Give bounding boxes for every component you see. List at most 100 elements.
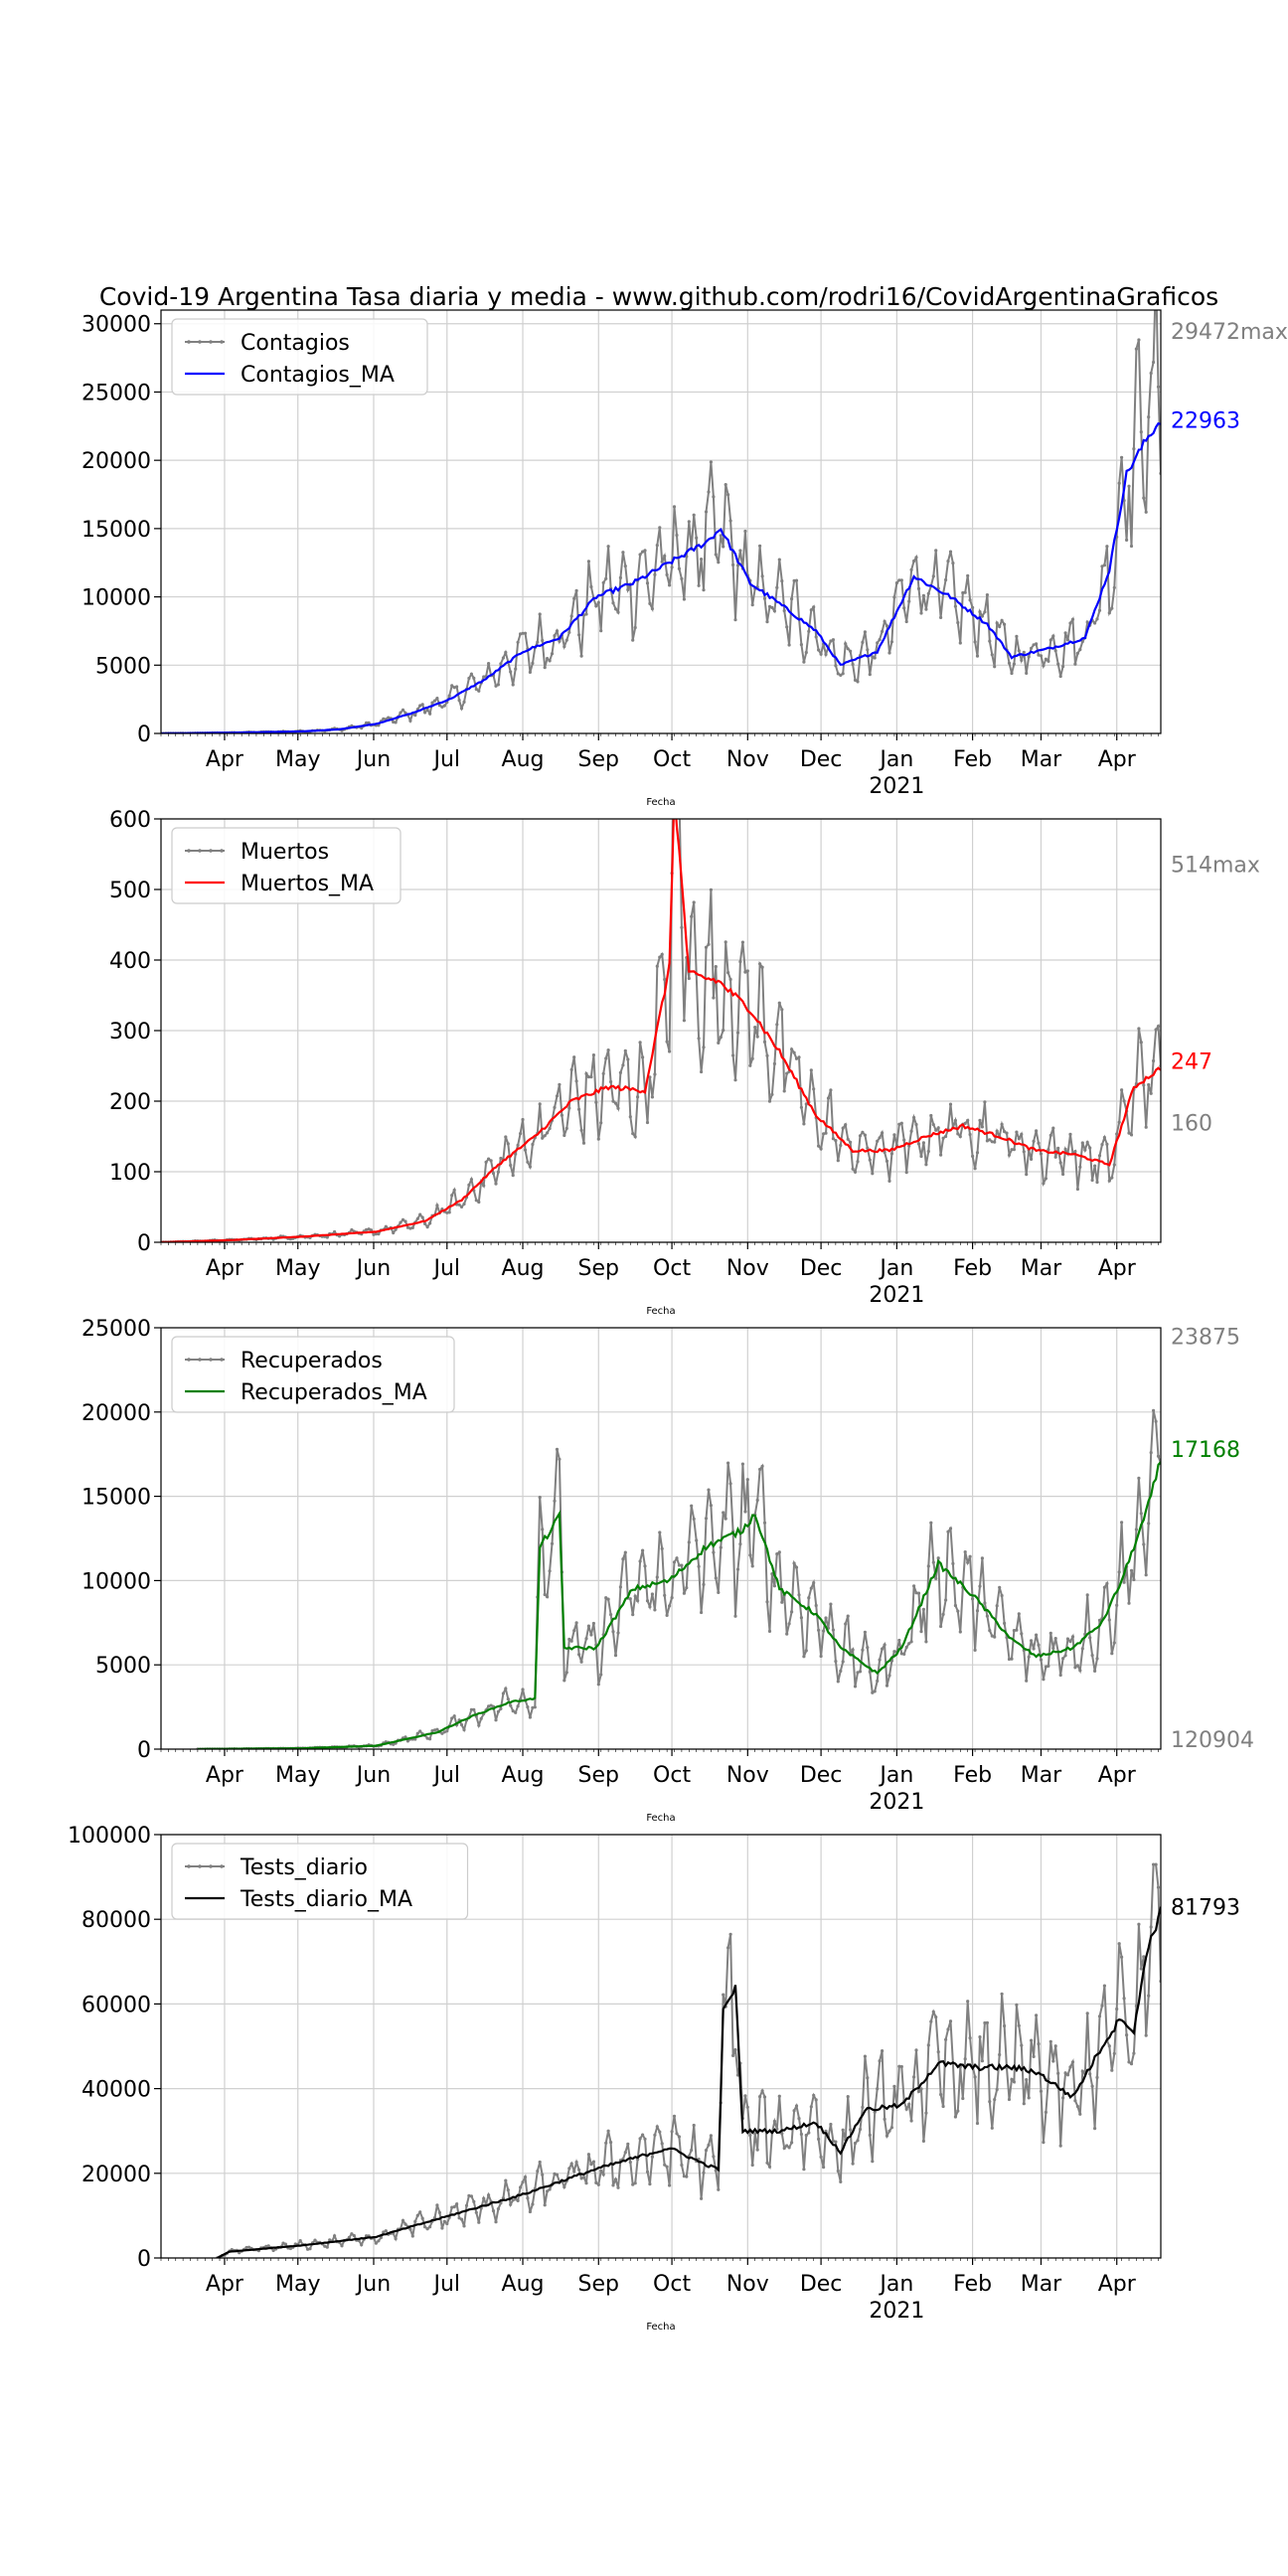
data-point	[660, 1546, 664, 1550]
data-point	[511, 1709, 515, 1713]
data-point	[980, 1125, 985, 1129]
data-point	[985, 1614, 990, 1618]
data-point	[399, 1220, 402, 1224]
data-point	[834, 1139, 838, 1143]
series-muertos-line	[161, 819, 1161, 1242]
figure-title: Covid-19 Argentina Tasa diaria y media -…	[99, 282, 1218, 311]
series-recuperados_ma-line	[197, 1461, 1161, 1749]
data-point	[581, 1141, 586, 1145]
data-point	[1020, 658, 1024, 663]
data-point	[772, 1584, 777, 1588]
data-point	[829, 2122, 833, 2127]
data-point	[907, 1144, 911, 1148]
data-point	[881, 2049, 885, 2053]
data-point	[668, 1049, 672, 1053]
data-point	[455, 2202, 459, 2206]
data-point	[883, 619, 886, 623]
data-point	[408, 1226, 412, 1230]
data-point	[924, 607, 928, 611]
data-point	[442, 1730, 446, 1734]
data-point	[623, 1048, 627, 1052]
data-point	[714, 965, 718, 969]
data-point	[963, 2057, 967, 2061]
data-point	[636, 1599, 640, 1603]
legend: Recuperados Recuperados_MA	[171, 1336, 455, 1413]
data-point	[936, 1556, 940, 1560]
data-point	[452, 1714, 456, 1718]
data-point	[477, 1723, 481, 1727]
data-point	[728, 1932, 732, 1936]
data-point	[988, 2100, 992, 2104]
data-point	[863, 1133, 868, 1137]
data-point	[726, 971, 730, 975]
data-point	[645, 2170, 650, 2174]
data-point	[1007, 1153, 1012, 1157]
data-point	[975, 1609, 980, 1613]
data-point	[501, 2196, 505, 2200]
data-point	[650, 606, 655, 611]
data-point	[755, 1498, 759, 1503]
data-point	[722, 1511, 725, 1515]
data-point	[487, 2193, 491, 2197]
data-point	[851, 1648, 855, 1652]
data-point	[430, 701, 434, 705]
series-muertos-points	[161, 872, 1161, 1242]
data-point	[392, 1742, 396, 1746]
data-point	[394, 721, 398, 724]
data-point	[499, 2201, 503, 2205]
data-point	[690, 1504, 694, 1508]
data-point	[631, 638, 635, 642]
data-point	[836, 1159, 840, 1163]
data-point	[569, 2162, 573, 2166]
data-point	[738, 960, 742, 964]
data-point	[931, 2010, 935, 2013]
data-point	[1122, 1997, 1126, 2001]
data-point	[755, 1035, 759, 1039]
data-point	[1030, 1639, 1034, 1643]
data-point	[1075, 1664, 1079, 1668]
data-point	[1139, 1041, 1143, 1045]
data-point	[1048, 1133, 1052, 1137]
data-point	[863, 630, 868, 634]
data-point	[548, 1569, 552, 1573]
data-point	[477, 1200, 481, 1205]
x-tick-label: Sep	[578, 1256, 619, 1281]
data-point	[621, 551, 625, 555]
data-point	[971, 1597, 975, 1601]
data-point	[553, 2172, 557, 2175]
data-point	[990, 1634, 994, 1638]
axes-frame	[160, 309, 1162, 734]
data-point	[844, 1622, 848, 1626]
data-point	[829, 639, 833, 643]
data-point	[728, 519, 732, 523]
data-point	[968, 1554, 972, 1558]
data-point	[841, 1126, 845, 1130]
data-point	[655, 964, 659, 968]
data-point	[653, 2133, 657, 2137]
data-point	[899, 2064, 903, 2069]
data-point	[653, 1072, 657, 1076]
data-point	[907, 1642, 911, 1646]
data-point	[762, 1040, 767, 1044]
data-point	[1137, 1476, 1141, 1480]
data-point	[658, 2130, 662, 2134]
data-point	[887, 2129, 891, 2133]
data-point	[546, 2189, 550, 2193]
y-tick-label: 500	[109, 879, 151, 903]
data-point	[1068, 1132, 1072, 1136]
data-point	[919, 2087, 923, 2091]
x-tick-label: Aug	[502, 1763, 545, 1788]
data-point	[618, 1070, 623, 1074]
data-point	[1127, 1601, 1131, 1605]
data-point	[621, 1557, 625, 1561]
data-point	[413, 2219, 417, 2223]
data-point	[574, 1621, 578, 1625]
data-point	[1105, 545, 1109, 549]
data-point	[780, 579, 784, 583]
data-point	[1073, 662, 1077, 666]
data-point	[868, 1670, 872, 1674]
data-point	[548, 1126, 552, 1131]
data-point	[1093, 2127, 1097, 2131]
data-point	[442, 2219, 446, 2223]
data-point	[555, 2173, 560, 2176]
